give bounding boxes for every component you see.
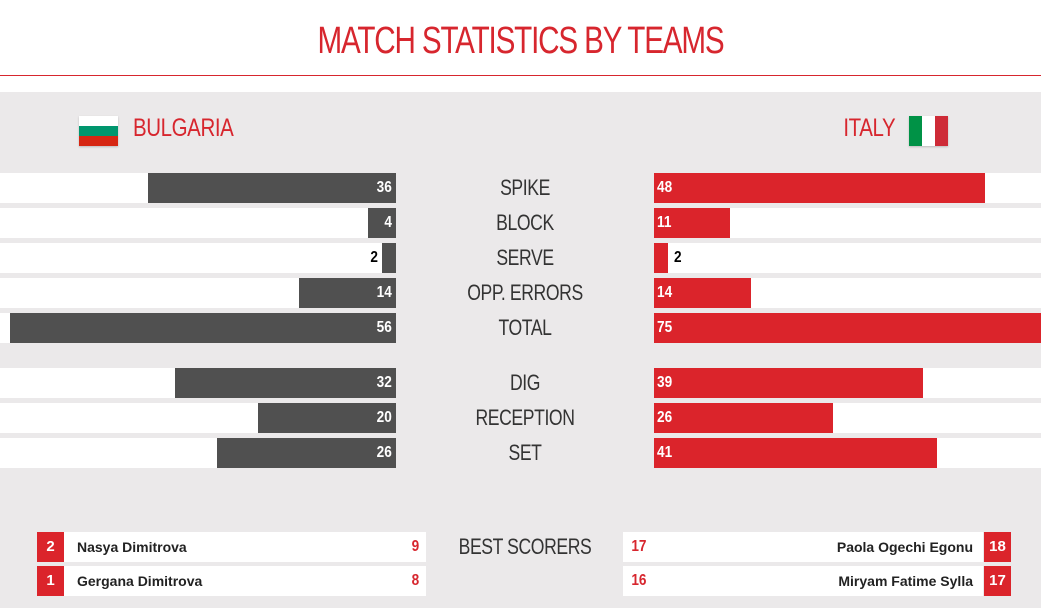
value-italy: 39 <box>657 374 673 391</box>
stat-label: RECEPTION <box>475 405 575 430</box>
team-name-left: BULGARIA <box>133 114 234 142</box>
value-bulgaria: 4 <box>384 214 392 231</box>
italy-flag-icon <box>909 116 948 146</box>
scorer-card[interactable]: Gergana Dimitrova 8 <box>64 566 426 596</box>
value-bulgaria: 2 <box>370 249 379 266</box>
value-bulgaria: 32 <box>376 374 392 391</box>
scorer-number: 1 <box>37 566 64 596</box>
bar-bulgaria <box>147 173 396 203</box>
scorer-points: 9 <box>411 538 420 555</box>
bar-italy <box>654 278 751 308</box>
page-title: MATCH STATISTICS BY TEAMS <box>317 20 724 62</box>
value-bulgaria: 56 <box>376 319 392 336</box>
scorer-number: 17 <box>984 566 1011 596</box>
value-italy: 26 <box>657 409 673 426</box>
row-track-left <box>0 208 396 238</box>
scorer-name: Nasya Dimitrova <box>77 539 187 555</box>
bar-italy <box>654 313 1041 343</box>
value-italy: 2 <box>673 249 682 266</box>
bar-italy <box>654 208 730 238</box>
team-name-right: ITALY <box>843 114 895 142</box>
stat-label: SET <box>508 440 542 465</box>
scorer-number: 18 <box>984 532 1011 562</box>
scorer-points: 17 <box>631 538 647 555</box>
bar-italy <box>654 243 668 273</box>
scorer-points: 8 <box>411 572 420 589</box>
title-divider <box>0 75 1041 76</box>
stat-label: TOTAL <box>498 315 552 340</box>
bar-bulgaria <box>299 278 396 308</box>
scorer-card[interactable]: 17 Paola Ogechi Egonu <box>623 532 983 562</box>
bar-bulgaria <box>258 403 396 433</box>
value-italy: 48 <box>657 179 673 196</box>
scorer-name: Paola Ogechi Egonu <box>836 539 973 555</box>
value-italy: 75 <box>657 319 673 336</box>
value-italy: 11 <box>657 214 672 231</box>
row-track-left <box>0 243 396 273</box>
stat-label: OPP. ERRORS <box>467 280 583 305</box>
value-italy: 14 <box>657 284 673 301</box>
bar-italy <box>654 438 937 468</box>
value-italy: 41 <box>657 444 673 461</box>
value-bulgaria: 14 <box>376 284 392 301</box>
scorer-name: Gergana Dimitrova <box>77 573 203 589</box>
best-scorers-label: BEST SCORERS <box>458 534 592 559</box>
scorer-name: Miryam Fatime Sylla <box>838 573 973 589</box>
stat-label: BLOCK <box>496 210 554 235</box>
bar-bulgaria <box>9 313 396 343</box>
stat-label: DIG <box>509 370 541 395</box>
bar-bulgaria <box>368 208 396 238</box>
bar-bulgaria <box>216 438 396 468</box>
scorer-points: 16 <box>631 572 647 589</box>
value-bulgaria: 36 <box>376 179 392 196</box>
stat-label: SERVE <box>496 245 554 270</box>
value-bulgaria: 20 <box>376 409 392 426</box>
bulgaria-flag-icon <box>79 116 118 146</box>
stat-label: SPIKE <box>500 175 550 200</box>
bar-bulgaria <box>175 368 396 398</box>
stats-panel <box>0 92 1041 608</box>
scorer-card[interactable]: Nasya Dimitrova 9 <box>64 532 426 562</box>
scorer-card[interactable]: 16 Miryam Fatime Sylla <box>623 566 983 596</box>
value-bulgaria: 26 <box>376 444 392 461</box>
row-track-right <box>654 243 1041 273</box>
bar-italy <box>654 403 834 433</box>
bar-italy <box>654 368 924 398</box>
scorer-number: 2 <box>37 532 64 562</box>
bar-italy <box>654 173 986 203</box>
bar-bulgaria <box>382 243 396 273</box>
